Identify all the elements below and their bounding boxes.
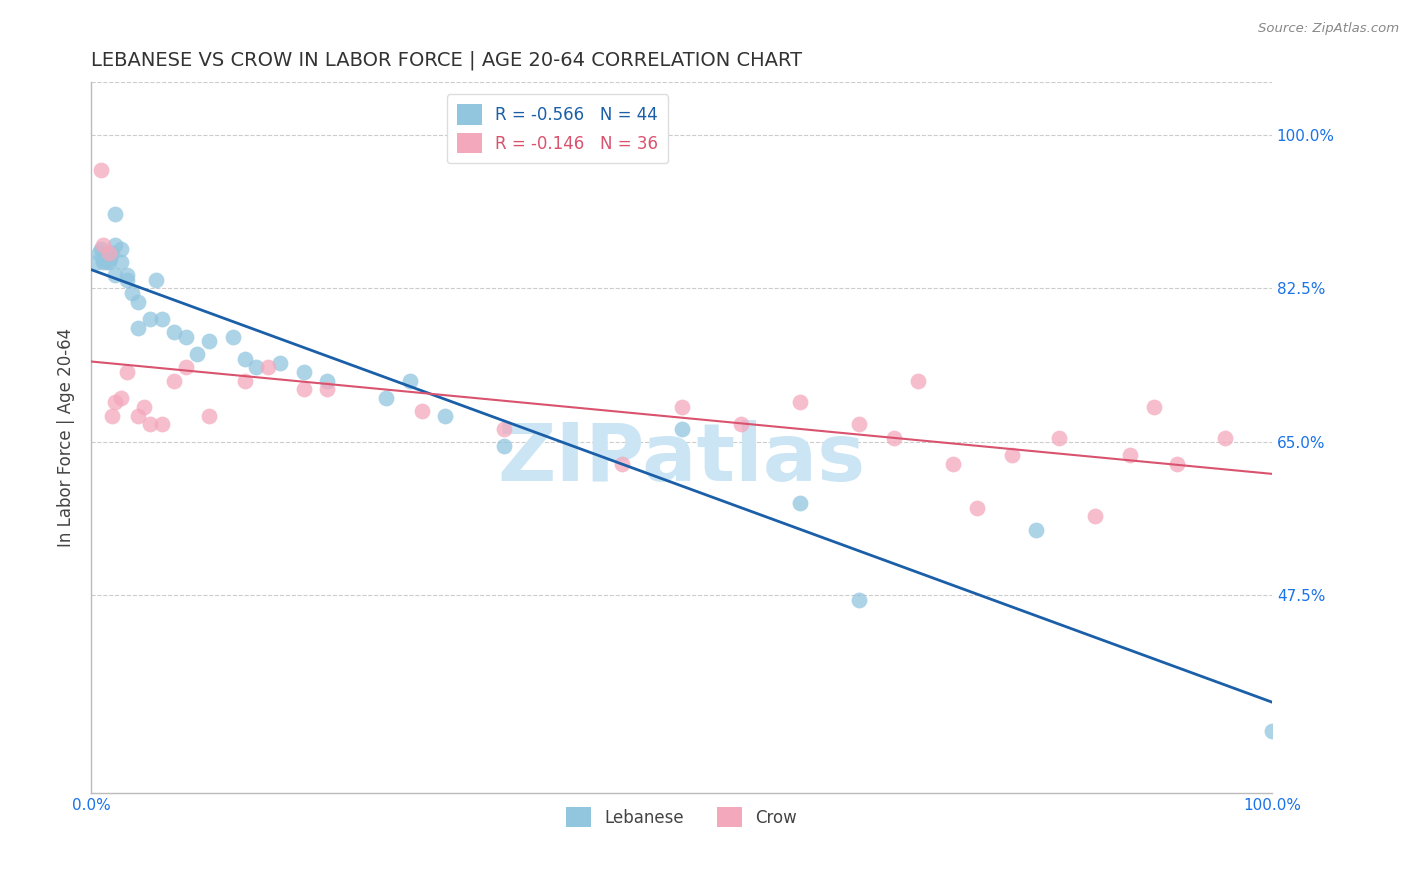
Point	[91, 237, 114, 252]
Point	[375, 391, 398, 405]
Point	[671, 422, 693, 436]
Point	[269, 356, 291, 370]
Point	[245, 360, 267, 375]
Point	[789, 395, 811, 409]
Point	[233, 374, 256, 388]
Point	[98, 251, 121, 265]
Point	[115, 273, 138, 287]
Point	[139, 417, 162, 432]
Point	[104, 237, 127, 252]
Point	[163, 374, 186, 388]
Point	[97, 246, 120, 260]
Point	[110, 255, 132, 269]
Legend: Lebanese, Crow: Lebanese, Crow	[560, 800, 804, 834]
Point	[115, 268, 138, 283]
Point	[150, 417, 173, 432]
Point	[174, 360, 197, 375]
Point	[494, 422, 516, 436]
Point	[186, 347, 208, 361]
Point	[86, 255, 108, 269]
Point	[127, 321, 149, 335]
Point	[139, 312, 162, 326]
Point	[1166, 457, 1188, 471]
Text: ZIPatlas: ZIPatlas	[498, 420, 866, 498]
Point	[163, 325, 186, 339]
Point	[848, 417, 870, 432]
Point	[1025, 523, 1047, 537]
Point	[1261, 724, 1284, 739]
Point	[612, 457, 634, 471]
Point	[671, 400, 693, 414]
Point	[121, 285, 143, 300]
Point	[233, 351, 256, 366]
Point	[110, 391, 132, 405]
Point	[145, 273, 167, 287]
Point	[848, 592, 870, 607]
Point	[101, 246, 124, 260]
Point	[1143, 400, 1166, 414]
Point	[174, 329, 197, 343]
Point	[883, 430, 905, 444]
Point	[1213, 430, 1236, 444]
Point	[434, 409, 457, 423]
Point	[942, 457, 965, 471]
Point	[91, 255, 114, 269]
Point	[1084, 509, 1107, 524]
Point	[97, 252, 120, 267]
Point	[89, 246, 111, 260]
Text: Source: ZipAtlas.com: Source: ZipAtlas.com	[1258, 22, 1399, 36]
Point	[198, 409, 221, 423]
Point	[110, 242, 132, 256]
Point	[399, 374, 422, 388]
Point	[316, 374, 339, 388]
Point	[104, 395, 127, 409]
Point	[104, 268, 127, 283]
Point	[127, 294, 149, 309]
Point	[90, 242, 112, 256]
Point	[316, 382, 339, 396]
Point	[134, 400, 156, 414]
Text: LEBANESE VS CROW IN LABOR FORCE | AGE 20-64 CORRELATION CHART: LEBANESE VS CROW IN LABOR FORCE | AGE 20…	[91, 51, 803, 70]
Point	[104, 207, 127, 221]
Point	[494, 439, 516, 453]
Point	[91, 249, 114, 263]
Point	[115, 365, 138, 379]
Y-axis label: In Labor Force | Age 20-64: In Labor Force | Age 20-64	[58, 328, 75, 547]
Point	[411, 404, 433, 418]
Point	[101, 409, 124, 423]
Point	[150, 312, 173, 326]
Point	[730, 417, 752, 432]
Point	[1001, 448, 1024, 462]
Point	[966, 500, 988, 515]
Point	[292, 365, 315, 379]
Point	[90, 163, 112, 178]
Point	[97, 255, 120, 269]
Point	[257, 360, 280, 375]
Point	[91, 252, 114, 267]
Point	[94, 251, 117, 265]
Point	[96, 255, 118, 269]
Point	[292, 382, 315, 396]
Point	[789, 496, 811, 510]
Point	[222, 329, 245, 343]
Point	[1119, 448, 1142, 462]
Point	[127, 409, 149, 423]
Point	[1047, 430, 1070, 444]
Point	[907, 374, 929, 388]
Point	[198, 334, 221, 348]
